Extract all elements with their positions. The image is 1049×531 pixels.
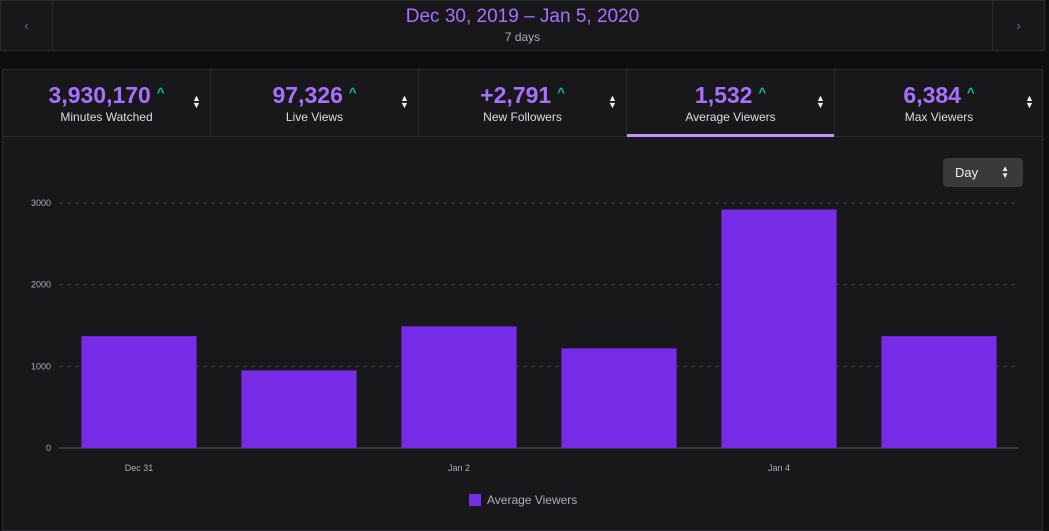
stat-label: Average Viewers [685,110,776,124]
chevron-left-icon: ‹ [24,18,29,33]
stat-tab-max-viewers[interactable]: 6,384 ^ Max Viewers ▲ ▼ [835,70,1043,136]
period-select-value: Day [955,165,979,180]
stat-tab-live-views[interactable]: 97,326 ^ Live Views ▲ ▼ [211,70,419,136]
y-tick-label: 1000 [31,361,51,371]
trend-up-icon: ^ [557,85,565,100]
sort-arrows-icon[interactable]: ▲ ▼ [608,93,617,110]
stat-label: Minutes Watched [60,110,153,124]
stat-label: New Followers [483,110,562,124]
stat-value: 6,384 [903,82,961,108]
sort-arrows-icon[interactable]: ▲ ▼ [1025,93,1034,110]
x-tick-label: Dec 31 [125,463,154,473]
trend-up-icon: ^ [348,85,357,100]
stat-value: +2,791 [480,82,552,108]
stat-label: Max Viewers [904,110,974,124]
x-tick-label: Jan 2 [448,463,470,473]
stat-tab-new-followers[interactable]: +2,791 ^ New Followers ▲ ▼ [419,70,627,136]
y-tick-label: 3000 [31,198,51,208]
sort-arrows-icon[interactable]: ▲ ▼ [816,93,825,110]
trend-up-icon: ^ [156,85,165,100]
stat-value: 97,326 [272,82,343,108]
sort-arrows-icon[interactable]: ▲ ▼ [192,93,201,110]
y-tick-label: 0 [46,443,51,453]
stat-value: 3,930,170 [48,82,151,108]
bar-jan-2 [401,326,517,448]
stat-value: 1,532 [694,82,753,108]
stats-panel: 3,930,170 ^ Minutes Watched ▲ ▼ 97,326 ^ Li… [2,69,1043,531]
chevron-right-icon: › [1016,18,1021,33]
stats-tabs: 3,930,170 ^ Minutes Watched ▲ ▼ 97,326 ^ Li… [3,70,1042,137]
bar-dec-31 [81,336,197,448]
stat-tab-average-viewers[interactable]: 1,532 ^ Average Viewers ▲ ▼ [627,70,835,137]
x-tick-label: Jan 4 [768,463,790,473]
legend-swatch [469,494,481,506]
bar-jan-4 [721,209,837,448]
next-week-button[interactable]: › [992,1,1044,50]
average-viewers-chart: 0 1000 2000 3000 Dec 31 Jan 2 Jan 4 Average Vie… [31,198,1019,507]
sort-arrows-icon: ▲ ▼ [1001,164,1009,180]
stat-label: Live Views [285,110,344,124]
bar-jan-3 [561,348,677,448]
stat-tab-minutes-watched[interactable]: 3,930,170 ^ Minutes Watched ▲ ▼ [3,70,211,136]
date-range-bar: ‹ Dec 30, 2019 – Jan 5, 2020 7 days › [0,0,1045,51]
bar-jan-1 [241,370,357,448]
trend-up-icon: ^ [966,85,975,100]
trend-up-icon: ^ [758,85,767,100]
y-tick-label: 2000 [31,280,51,290]
legend-label: Average Viewers [487,493,577,507]
date-range-duration: 7 days [504,30,541,44]
period-select[interactable]: Day ▲ ▼ [943,158,1023,187]
bar-jan-5 [881,336,997,448]
sort-arrows-icon[interactable]: ▲ ▼ [400,93,409,110]
previous-week-button[interactable]: ‹ [1,1,53,50]
date-range-title: Dec 30, 2019 – Jan 5, 2020 [405,6,640,27]
